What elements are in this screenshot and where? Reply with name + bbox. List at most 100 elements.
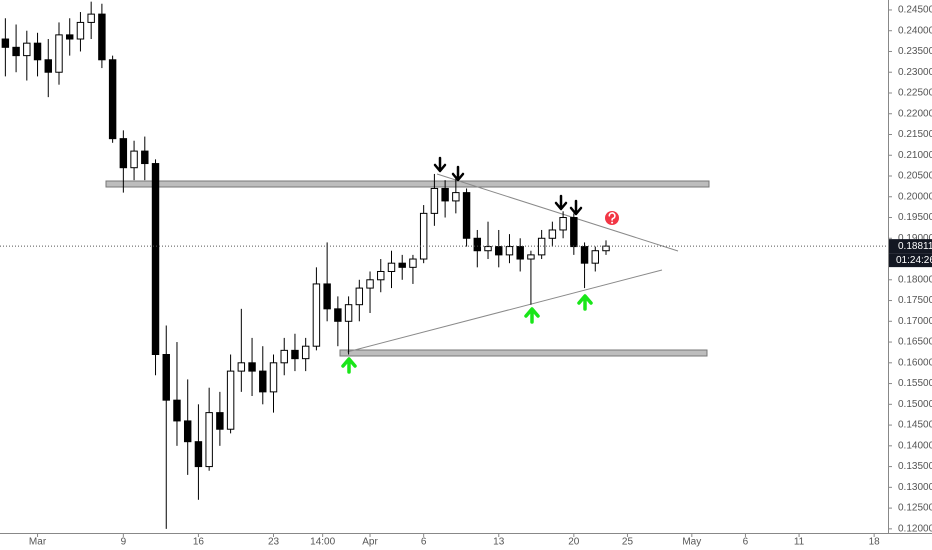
candle-body [441,187,449,202]
y-tick-label: 0.17500 [898,295,932,306]
candle-body [194,441,203,468]
candle-body [226,370,235,430]
candle-body [602,245,610,252]
candle-body [23,42,31,57]
candle-body [87,13,95,23]
up-arrow [341,357,357,374]
y-tick-label: 0.24000 [898,25,932,36]
y-tick-label: 0.21000 [898,150,932,161]
y-tick-label: 0.20000 [898,191,932,202]
candle-body [108,59,117,140]
candle-body [334,308,342,322]
y-tick-label: 0.20500 [898,171,932,182]
candle-body [387,262,396,272]
candle-body [398,262,406,268]
y-tick-label: 0.14000 [898,440,932,451]
y-tick-label: 0.24500 [898,5,932,16]
x-tick-label: 11 [794,537,805,548]
y-tick-label: 0.13000 [898,482,932,493]
question-icon-glyph [608,212,616,221]
candle-body [559,217,567,231]
y-tick-label: 0.15500 [898,378,932,389]
candle-body [205,412,213,468]
y-tick-label: 0.19500 [898,212,932,223]
candle-body [55,34,63,73]
down-arrow [554,194,568,211]
candle-body [301,345,310,360]
candle-body [484,246,492,252]
candle-body [548,229,557,239]
candles [1,1,610,529]
question-icon-dot [611,221,614,224]
y-tick-label: 0.23000 [898,67,932,78]
candle-body [344,304,353,322]
candle-body [44,59,52,73]
candle-body [430,187,439,214]
candle-body [130,150,138,169]
upper-trendline [436,173,679,252]
resistance-zone [105,180,710,188]
y-tick-label: 0.18000 [898,274,932,285]
x-tick-label: 13 [493,537,505,548]
candle-body [1,38,10,48]
x-tick-label: 6 [743,537,749,548]
last-price-box [889,239,932,254]
x-tick-label: 9 [121,537,127,548]
candle-body [98,13,106,61]
candle-body [173,399,181,422]
candle-body [65,34,74,40]
y-tick-label: 0.15000 [898,399,932,410]
y-tick-label: 0.12500 [898,503,932,514]
candle-body [269,362,278,393]
candle-body [291,349,299,360]
candle-body [462,192,471,239]
candle-body [12,46,20,57]
last-price-label: 0.18811 [898,241,932,252]
candle-body [516,246,524,260]
x-tick-label: 20 [568,537,580,548]
candle-body [580,246,589,264]
x-tick-label: May [682,537,701,548]
x-tick-label: Mar [29,537,47,548]
candle-body [183,420,192,443]
x-tick-label: 6 [421,537,427,548]
support-zone [339,349,708,357]
x-tick-label: Apr [362,537,378,548]
x-tick-label: 25 [622,537,634,548]
y-tick-label: 0.14500 [898,420,932,431]
up-arrow [524,307,540,324]
y-tick-label: 0.16500 [898,337,932,348]
candle-body [162,354,170,401]
candle-body [141,150,149,165]
candle-body [151,163,160,356]
down-arrow [451,165,465,182]
candle-body [409,258,417,268]
down-arrow [569,199,583,216]
candle-body [33,42,42,61]
candle-body [473,237,482,252]
candle-body [248,362,256,372]
candle-body [76,21,85,40]
countdown-box [889,253,932,268]
y-tick-label: 0.17000 [898,316,932,327]
candle-body [280,349,288,364]
down-arrow [433,156,447,173]
drawings [105,173,710,357]
y-tick-label: 0.23500 [898,46,932,57]
candle-body [312,283,321,347]
candle-body [119,138,128,169]
y-tick-label: 0.22500 [898,88,932,99]
candle-body [366,279,374,289]
candle-body [452,192,460,202]
x-tick-label: 23 [268,537,280,548]
lower-trendline [346,269,663,353]
candle-body [527,254,535,260]
candle-body [591,250,599,264]
candle-body [237,362,246,372]
candle-body [419,212,428,260]
y-tick-label: 0.13500 [898,461,932,472]
x-tick-label: 18 [869,537,881,548]
up-arrow [577,294,593,311]
